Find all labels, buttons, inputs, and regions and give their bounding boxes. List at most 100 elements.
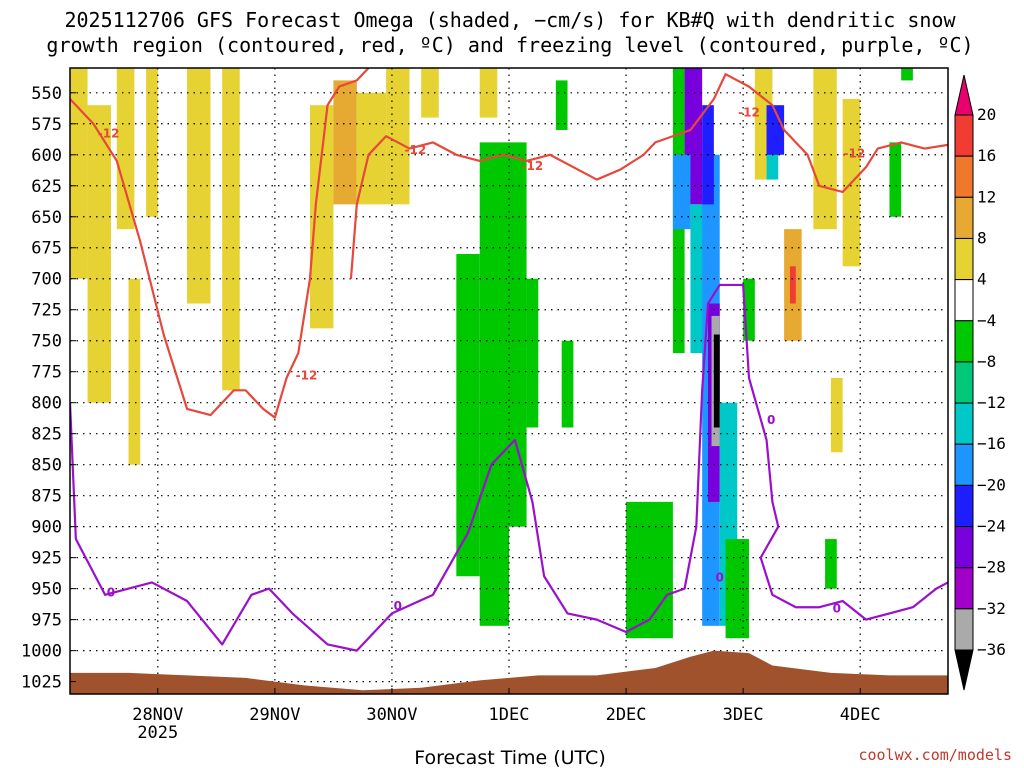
colorbar-seg-6 <box>954 320 974 363</box>
colorbar-seg-12 <box>954 567 974 610</box>
y-axis-pressure: 550 575 600 625 650 675 700 725 750 775 800 825 850 8… <box>21 84 76 693</box>
y-tick-775: 775 <box>31 363 62 383</box>
y-tick-550: 550 <box>31 84 62 104</box>
y-tick-900: 900 <box>31 518 62 538</box>
y-tick-825: 825 <box>31 425 62 445</box>
y-tick-950: 950 <box>31 580 62 600</box>
omega-cell-7 <box>309 105 334 329</box>
dgz-label-2: -12 <box>405 143 427 157</box>
omega-cell-36 <box>789 266 796 304</box>
y-tick-600: 600 <box>31 146 62 166</box>
colorbar-bottom-arrow <box>954 649 974 691</box>
omega-cell-34 <box>766 105 785 155</box>
omega-cell-13 <box>456 253 480 577</box>
y-tick-725: 725 <box>31 301 62 321</box>
omega-cell-5 <box>187 68 211 304</box>
dgz-label-1: -12 <box>296 368 318 382</box>
colorbar-tick-5: −4 <box>977 311 996 330</box>
x-tick-year: 2025 <box>137 723 178 743</box>
omega-shading-layer <box>70 68 913 639</box>
colorbar-seg-5 <box>954 279 974 322</box>
omega-cell-37 <box>813 68 837 230</box>
omega-cell-41 <box>825 539 837 589</box>
y-tick-925: 925 <box>31 549 62 569</box>
contour-layer: -12 -12 -12 -12 -12 -12 0 0 0 0 0 <box>70 68 948 652</box>
omega-cell-17 <box>555 80 568 130</box>
omega-cell-15 <box>509 142 527 527</box>
terrain-fill <box>70 650 948 694</box>
omega-cell-40 <box>830 377 843 453</box>
y-tick-850: 850 <box>31 456 62 476</box>
dgz-label-0: -12 <box>98 127 120 141</box>
y-tick-700: 700 <box>31 270 62 290</box>
omega-cell-2 <box>116 68 135 230</box>
omega-cell-19 <box>626 501 673 639</box>
omega-cell-28 <box>713 334 720 428</box>
y-tick-650: 650 <box>31 208 62 228</box>
y-tick-975: 975 <box>31 611 62 631</box>
colorbar-tick-9: −20 <box>977 475 1006 494</box>
freezing-label-1: 0 <box>394 599 402 613</box>
freezing-label-4: 0 <box>833 601 841 615</box>
colorbar-tick-8: −16 <box>977 434 1006 453</box>
y-tick-800: 800 <box>31 394 62 414</box>
colorbar-seg-13 <box>954 608 974 651</box>
colorbar-tick-2: 12 <box>977 187 996 206</box>
x-tick-29NOV: 29NOV <box>249 705 300 725</box>
x-tick-4DEC: 4DEC <box>840 705 881 725</box>
omega-cell-12 <box>479 68 498 118</box>
y-tick-1000: 1000 <box>21 642 62 662</box>
x-tick-1DEC: 1DEC <box>489 705 530 725</box>
omega-cell-4 <box>128 278 141 465</box>
omega-cell-8 <box>333 80 357 205</box>
chart-title-line-1: 2025112706 GFS Forecast Omega (shaded, −… <box>64 8 956 32</box>
y-tick-750: 750 <box>31 332 62 352</box>
omega-cell-16 <box>526 278 539 428</box>
colorbar-seg-3 <box>954 196 974 239</box>
colorbar-top-arrow <box>954 74 974 116</box>
colorbar-tick-11: −28 <box>977 558 1006 577</box>
y-tick-1025: 1025 <box>21 673 62 693</box>
colorbar-seg-1 <box>954 114 974 157</box>
omega-cell-42 <box>889 142 902 217</box>
colorbar-legend: 20 16 12 8 4 −4 −8 −12 −16 −20 −24 −28 −32 −36 <box>954 74 1006 691</box>
freezing-level-contour <box>70 283 948 652</box>
credit-text: coolwx.com/models <box>858 746 1012 764</box>
colorbar-seg-9 <box>954 443 974 486</box>
x-axis-label: Forecast Time (UTC) <box>414 747 605 768</box>
omega-cell-10 <box>386 68 410 205</box>
colorbar-tick-0: 20 <box>977 105 996 124</box>
freezing-label-2: 0 <box>716 570 724 584</box>
omega-cell-18 <box>561 340 574 428</box>
omega-cell-31 <box>743 278 755 341</box>
colorbar-tick-3: 8 <box>977 228 987 247</box>
colorbar-tick-7: −12 <box>977 393 1006 412</box>
chart-title-line-2: growth region (contoured, red, ºC) and f… <box>46 33 973 57</box>
y-tick-625: 625 <box>31 177 62 197</box>
terrain-layer <box>70 650 948 694</box>
colorbar-seg-8 <box>954 402 974 445</box>
x-tick-2DEC: 2DEC <box>606 705 647 725</box>
dgz-label-5: -12 <box>844 147 866 161</box>
x-tick-3DEC: 3DEC <box>723 705 764 725</box>
colorbar-seg-11 <box>954 526 974 569</box>
omega-cell-11 <box>421 68 439 118</box>
colorbar-tick-12: −32 <box>977 599 1006 618</box>
dgz-contour-right <box>349 73 948 279</box>
dgz-label-4: -12 <box>738 106 760 120</box>
freezing-label-3: 0 <box>767 413 775 427</box>
dgz-contour-left <box>70 68 370 419</box>
colorbar-tick-6: −8 <box>977 352 996 371</box>
x-tick-28NOV: 28NOV <box>132 705 183 725</box>
y-tick-875: 875 <box>31 487 62 507</box>
omega-cell-30 <box>725 539 749 639</box>
colorbar-tick-10: −24 <box>977 517 1006 536</box>
freezing-label-0: 0 <box>107 585 115 599</box>
dgz-label-3: -12 <box>522 159 544 173</box>
omega-cell-39 <box>842 179 861 267</box>
omega-cell-38 <box>842 98 861 180</box>
colorbar-tick-1: 16 <box>977 146 996 165</box>
y-tick-675: 675 <box>31 239 62 259</box>
